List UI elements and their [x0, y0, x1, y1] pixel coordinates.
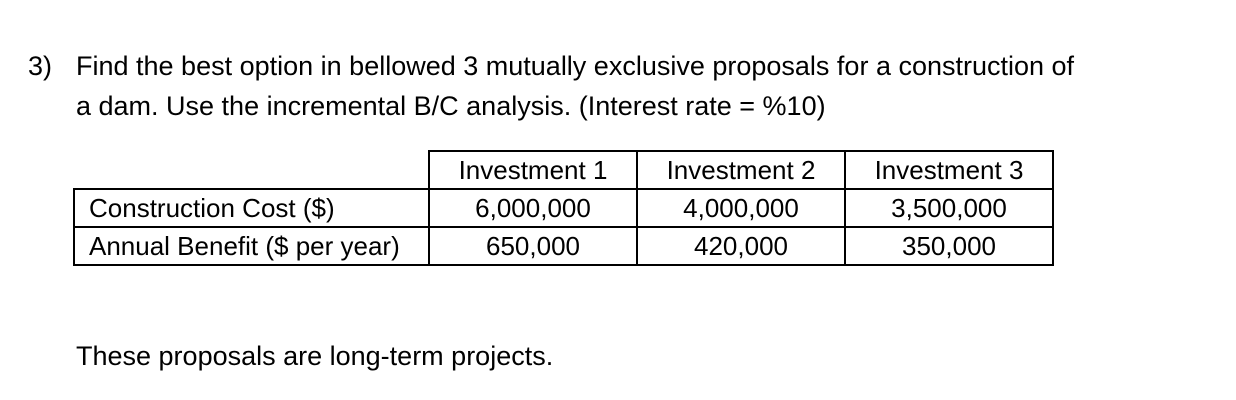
row-label-annual-benefit: Annual Benefit ($ per year) [73, 226, 430, 266]
column-header-investment-3: Investment 3 [844, 150, 1054, 190]
table-row: Construction Cost ($) 6,000,000 4,000,00… [73, 188, 1054, 228]
table-row: Annual Benefit ($ per year) 650,000 420,… [73, 226, 1054, 266]
column-header-investment-2: Investment 2 [636, 150, 846, 190]
table-cell: 650,000 [428, 226, 638, 266]
table-cell: 3,500,000 [844, 188, 1054, 228]
table-cell: 420,000 [636, 226, 846, 266]
proposals-table: Investment 1 Investment 2 Investment 3 C… [73, 150, 1054, 266]
question-text: Find the best option in bellowed 3 mutua… [76, 46, 1196, 126]
table-cell: 350,000 [844, 226, 1054, 266]
table-corner-cell [74, 151, 430, 190]
question-line-1: Find the best option in bellowed 3 mutua… [76, 51, 1075, 81]
column-header-investment-1: Investment 1 [428, 150, 638, 190]
footnote: These proposals are long-term projects. [76, 341, 554, 371]
row-label-construction-cost: Construction Cost ($) [73, 188, 430, 228]
table-header-row: Investment 1 Investment 2 Investment 3 [74, 150, 1054, 190]
question-line-2: a dam. Use the incremental B/C analysis.… [76, 91, 826, 121]
question-number: 3) [28, 51, 53, 81]
table-cell: 6,000,000 [428, 188, 638, 228]
table-cell: 4,000,000 [636, 188, 846, 228]
